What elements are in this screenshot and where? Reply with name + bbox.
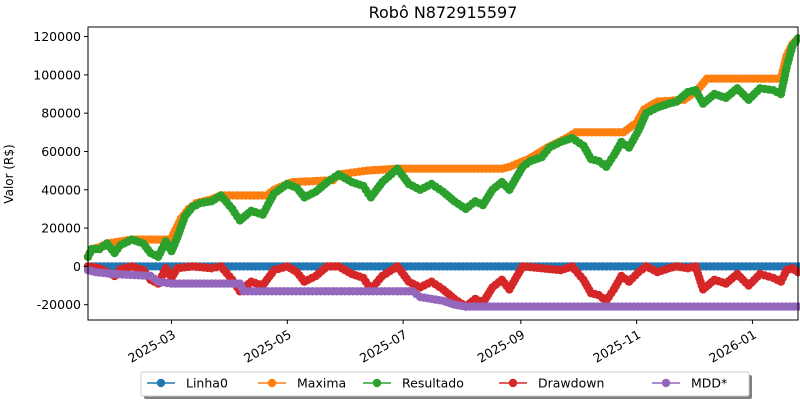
y-tick-label: 40000 bbox=[41, 182, 81, 197]
legend-item-maxima: Maxima bbox=[258, 376, 346, 391]
legend-marker bbox=[372, 378, 382, 388]
y-axis-label: Valor (R$) bbox=[2, 144, 16, 203]
legend-marker bbox=[508, 378, 518, 388]
legend-marker bbox=[267, 378, 277, 388]
y-tick-label: 120000 bbox=[33, 29, 81, 44]
legend-item-resultado: Resultado bbox=[363, 376, 464, 391]
chart-title: Robô N872915597 bbox=[369, 3, 518, 22]
legend-label: Resultado bbox=[402, 376, 464, 391]
plot-area: -20000 0 20000 40000 60000 80000 100000 1200002… bbox=[33, 26, 800, 366]
series-resultado bbox=[83, 34, 800, 261]
legend-item-linha0: Linha0 bbox=[147, 376, 228, 391]
y-tick-label: 60000 bbox=[41, 144, 81, 159]
y-tick-label: -20000 bbox=[37, 297, 81, 312]
y-tick-label: 0 bbox=[73, 259, 81, 274]
legend-label: MDD* bbox=[691, 376, 727, 391]
y-axis: -20000 0 20000 40000 60000 80000 100000 120000 bbox=[33, 29, 88, 312]
legend-box bbox=[140, 371, 750, 397]
legend-label: Maxima bbox=[297, 376, 346, 391]
y-tick-label: 80000 bbox=[41, 106, 81, 121]
y-tick-label: 20000 bbox=[41, 221, 81, 236]
series-group bbox=[83, 34, 800, 311]
legend-label: Drawdown bbox=[538, 376, 604, 391]
legend-item-drawdown: Drawdown bbox=[499, 376, 604, 391]
series-mdd bbox=[83, 266, 800, 311]
legend: Linha0 Maxima Resultado Drawdown MDD* bbox=[140, 371, 752, 399]
plot-frame bbox=[87, 26, 799, 321]
legend-marker bbox=[156, 378, 166, 388]
legend-label: Linha0 bbox=[186, 376, 228, 391]
y-tick-label: 100000 bbox=[33, 67, 81, 82]
legend-item-mdd: MDD* bbox=[652, 376, 727, 391]
legend-marker bbox=[661, 378, 671, 388]
